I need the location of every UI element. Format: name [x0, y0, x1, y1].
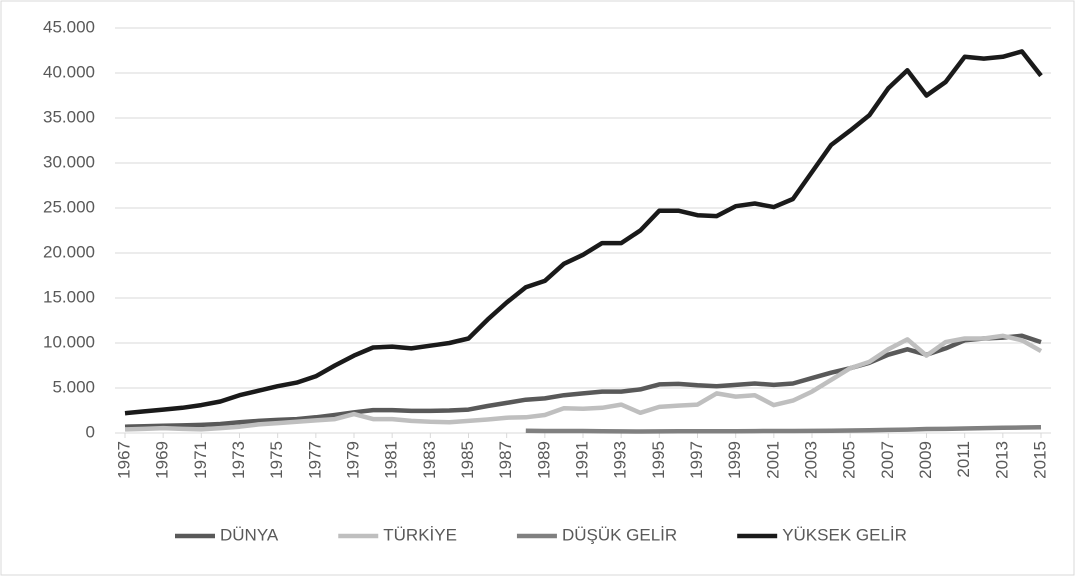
x-tick-label: 1993	[611, 441, 630, 479]
y-tick-label: 45.000	[43, 17, 95, 36]
x-tick-label: 1989	[534, 441, 553, 479]
legend-label: DÜŞÜK GELİR	[562, 525, 677, 544]
y-tick-label: 5.000	[52, 377, 95, 396]
x-tick-label: 2009	[916, 441, 935, 479]
x-tick-label: 1995	[649, 441, 668, 479]
x-tick-label: 2003	[801, 441, 820, 479]
x-tick-label: 1985	[458, 441, 477, 479]
legend-label: TÜRKİYE	[383, 525, 457, 544]
series-line	[124, 333, 1042, 429]
x-tick-label: 1967	[114, 441, 133, 479]
x-tick-label: 2015	[1030, 441, 1049, 479]
y-tick-label: 25.000	[43, 197, 95, 216]
series-line	[525, 424, 1042, 434]
x-tick-label: 2011	[954, 441, 973, 478]
x-tick-label: 1987	[496, 441, 515, 479]
series-line	[124, 49, 1043, 416]
y-tick-label: 40.000	[43, 62, 95, 81]
x-tick-label: 2007	[878, 441, 897, 479]
x-tick-label: 1997	[687, 441, 706, 479]
x-tick-label: 2001	[763, 441, 782, 479]
x-tick-label: 1971	[191, 441, 210, 479]
y-tick-label: 15.000	[43, 287, 95, 306]
x-tick-label: 1977	[305, 441, 324, 479]
x-tick-label: 2013	[992, 441, 1011, 479]
y-tick-label: 0	[86, 422, 95, 441]
x-tick-label: 1999	[725, 441, 744, 479]
legend-label: YÜKSEK GELİR	[782, 525, 907, 544]
x-tick-label: 1991	[572, 441, 591, 479]
x-tick-label: 1981	[382, 441, 401, 479]
series-line	[124, 333, 1043, 432]
x-tick-label: 1975	[267, 441, 286, 479]
x-tick-label: 1983	[420, 441, 439, 479]
x-tick-label: 1979	[343, 441, 362, 479]
x-tick-label: 2005	[840, 441, 859, 479]
y-tick-label: 20.000	[43, 242, 95, 261]
y-tick-label: 10.000	[43, 332, 95, 351]
legend-label: DÜNYA	[220, 525, 279, 544]
x-tick-label: 1973	[229, 441, 248, 479]
y-tick-label: 30.000	[43, 152, 95, 171]
x-tick-label: 1969	[153, 441, 172, 479]
y-tick-label: 35.000	[43, 107, 95, 126]
